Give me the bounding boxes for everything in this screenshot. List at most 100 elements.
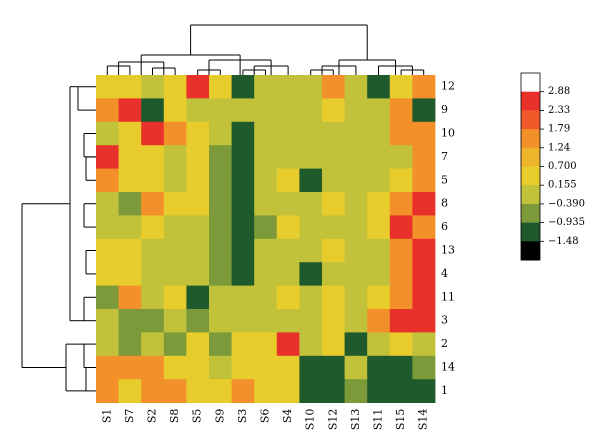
legend-swatch [521, 241, 540, 261]
heatmap-cell-5-S12 [322, 168, 345, 193]
heatmap-cell-7-S12 [322, 145, 345, 169]
heatmap-cell-11-S1 [96, 285, 119, 310]
heatmap-cell-14-S15 [389, 355, 413, 380]
column-label-S11: S11 [372, 409, 385, 431]
legend-swatch [521, 110, 540, 130]
heatmap-cell-11-S11 [367, 285, 391, 310]
heatmap-cell-6-S14 [412, 215, 436, 240]
heatmap-cell-1-S14 [412, 379, 436, 403]
heatmap-cell-1-S8 [163, 379, 187, 403]
heatmap-cell-7-S6 [254, 145, 278, 169]
heatmap-cell-10-S9 [209, 121, 232, 146]
heatmap-cell-5-S10 [299, 168, 323, 193]
heatmap-cell-2-S15 [389, 332, 413, 357]
heatmap-cell-6-S3 [231, 215, 255, 240]
heatmap-cell-14-S4 [276, 355, 300, 380]
heatmap-cell-7-S7 [118, 145, 142, 169]
heatmap-cell-4-S6 [254, 262, 278, 286]
heatmap-cell-9-S15 [389, 98, 413, 123]
heatmap-cell-8-S5 [186, 192, 210, 216]
heatmap-cell-8-S4 [276, 192, 300, 216]
heatmap-cell-8-S9 [209, 192, 232, 216]
heatmap-cell-12-S9 [209, 75, 232, 99]
column-label-S13: S13 [349, 409, 362, 431]
heatmap-cell-7-S10 [299, 145, 323, 169]
heatmap-cell-9-S2 [141, 98, 165, 123]
heatmap-cell-1-S4 [276, 379, 300, 403]
legend-swatch [521, 222, 540, 242]
row-label-8: 8 [441, 197, 448, 210]
heatmap-cell-3-S2 [141, 309, 165, 333]
heatmap-cell-1-S11 [367, 379, 391, 403]
heatmap-cell-10-S2 [141, 121, 165, 146]
row-label-12: 12 [441, 80, 455, 93]
heatmap-cell-4-S13 [344, 262, 368, 286]
heatmap-cell-3-S15 [389, 309, 413, 333]
legend-swatch [521, 73, 540, 93]
heatmap-cell-10-S10 [299, 121, 323, 146]
column-label-S5: S5 [191, 409, 204, 424]
heatmap-cell-8-S10 [299, 192, 323, 216]
row-label-10: 10 [441, 127, 455, 140]
heatmap-cell-5-S7 [118, 168, 142, 193]
heatmap-cell-5-S9 [209, 168, 232, 193]
row-label-4: 4 [441, 267, 448, 280]
heatmap-cell-13-S12 [322, 238, 345, 263]
heatmap-cell-4-S8 [163, 262, 187, 286]
heatmap-cell-7-S4 [276, 145, 300, 169]
heatmap-cell-2-S5 [186, 332, 210, 357]
heatmap-cell-10-S5 [186, 121, 210, 146]
heatmap-cell-10-S15 [389, 121, 413, 146]
column-labels: S1 S7 S2 S8 S5 S9 S3 S6 S4 S10 S12 S13 S11 S15 S14 [100, 409, 429, 431]
heatmap-cell-5-S1 [96, 168, 119, 193]
heatmap-cell-13-S11 [367, 238, 391, 263]
heatmap-cell-3-S11 [367, 309, 391, 333]
heatmap-cell-6-S5 [186, 215, 210, 240]
heatmap-cell-11-S14 [412, 285, 436, 310]
heatmap-cell-11-S4 [276, 285, 300, 310]
heatmap-cell-14-S1 [96, 355, 119, 380]
heatmap-cell-14-S6 [254, 355, 278, 380]
heatmap-cell-10-S7 [118, 121, 142, 146]
heatmap-cell-7-S8 [163, 145, 187, 169]
column-label-S12: S12 [326, 409, 339, 431]
column-label-S10: S10 [304, 409, 317, 431]
heatmap-cell-2-S4 [276, 332, 300, 357]
heatmap-cell-1-S9 [209, 379, 232, 403]
heatmap-cell-2-S9 [209, 332, 232, 357]
heatmap-cell-11-S5 [186, 285, 210, 310]
heatmap-cell-2-S3 [231, 332, 255, 357]
heatmap-cell-6-S15 [389, 215, 413, 240]
column-label-S15: S15 [394, 409, 407, 431]
heatmap-cell-13-S8 [163, 238, 187, 263]
heatmap-cell-5-S6 [254, 168, 278, 193]
heatmap-cell-7-S15 [389, 145, 413, 169]
heatmap-cell-5-S13 [344, 168, 368, 193]
heatmap-cell-9-S6 [254, 98, 278, 123]
heatmap-cell-5-S11 [367, 168, 391, 193]
heatmap-cell-2-S7 [118, 332, 142, 357]
heatmap-cell-4-S7 [118, 262, 142, 286]
heatmap-cell-13-S10 [299, 238, 323, 263]
column-label-S3: S3 [236, 409, 249, 424]
heatmap-cell-11-S3 [231, 285, 255, 310]
heatmap-cell-14-S13 [344, 355, 368, 380]
heatmap-cell-4-S4 [276, 262, 300, 286]
heatmap-cell-14-S7 [118, 355, 142, 380]
heatmap-cell-3-S13 [344, 309, 368, 333]
legend-tick-label: −1.48 [548, 236, 579, 247]
heatmap-cell-14-S3 [231, 355, 255, 380]
heatmap-cell-4-S9 [209, 262, 232, 286]
heatmap-cell-1-S5 [186, 379, 210, 403]
heatmap-cell-7-S3 [231, 145, 255, 169]
column-label-S8: S8 [168, 409, 181, 424]
heatmap-cell-12-S15 [389, 75, 413, 99]
heatmap-cell-5-S4 [276, 168, 300, 193]
row-label-14: 14 [441, 361, 455, 374]
heatmap-cell-14-S8 [163, 355, 187, 380]
heatmap-cell-12-S2 [141, 75, 165, 99]
heatmap-cell-12-S10 [299, 75, 323, 99]
heatmap-cell-9-S13 [344, 98, 368, 123]
legend-tick-label: 1.79 [548, 124, 570, 135]
